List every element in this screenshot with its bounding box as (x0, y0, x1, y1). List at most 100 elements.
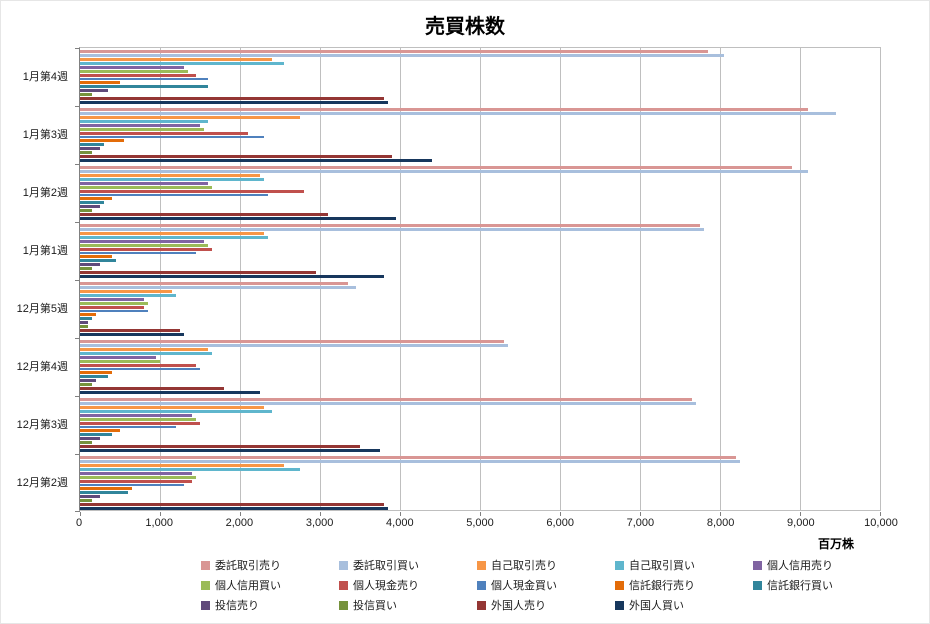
bar (80, 61, 284, 65)
bar (80, 401, 696, 405)
legend-item: 信託銀行売り (615, 577, 753, 593)
bar-group (80, 454, 880, 512)
bar (80, 227, 704, 231)
bar (80, 405, 264, 409)
y-axis-label: 12月第2週 (16, 477, 68, 489)
bar (80, 139, 124, 143)
bar (80, 449, 380, 452)
gridline (480, 48, 481, 510)
gridline (720, 48, 721, 510)
x-axis-tick (800, 512, 801, 516)
x-axis-label: 3,000 (305, 517, 334, 529)
legend-item: 委託取引買い (339, 557, 477, 573)
bar (80, 173, 260, 177)
bar (80, 456, 736, 459)
gridline (800, 48, 801, 510)
bar (80, 209, 92, 213)
bar-group (80, 48, 880, 106)
bar (80, 217, 396, 220)
bar (80, 213, 328, 217)
gridline (560, 48, 561, 510)
x-axis-label: 8,000 (706, 517, 735, 529)
bar (80, 371, 112, 375)
legend-item: 投信売り (201, 597, 339, 613)
bar (80, 459, 740, 463)
x-axis-tick (480, 512, 481, 516)
bar (80, 425, 176, 429)
bar (80, 499, 92, 503)
legend-swatch (339, 580, 348, 590)
y-axis-tick (75, 164, 80, 165)
legend-label: 委託取引買い (353, 560, 419, 572)
bar (80, 387, 224, 391)
bar (80, 471, 192, 475)
bar (80, 285, 356, 289)
bar (80, 108, 808, 111)
legend-label: 信託銀行売り (629, 580, 695, 592)
bar (80, 267, 92, 271)
x-axis-tick (560, 512, 561, 516)
y-axis-tick (75, 106, 80, 107)
x-axis-tick (640, 512, 641, 516)
bar (80, 81, 120, 85)
chart-title: 売買株数 (425, 16, 505, 38)
bar (80, 119, 208, 123)
bar (80, 313, 96, 317)
bar (80, 251, 196, 255)
bar (80, 329, 180, 333)
bar (80, 355, 156, 359)
x-axis-label: 9,000 (787, 517, 815, 529)
bar (80, 495, 100, 499)
legend-swatch (753, 580, 762, 590)
legend-swatch (201, 600, 210, 610)
bar (80, 487, 132, 491)
legend-swatch (339, 560, 348, 570)
legend-label: 自己取引売り (491, 560, 557, 572)
bar (80, 50, 708, 53)
bar (80, 69, 188, 73)
bar (80, 379, 96, 383)
x-axis-tick (240, 512, 241, 516)
y-axis-tick (75, 222, 80, 223)
y-axis-tick (75, 280, 80, 281)
x-axis-label: 1,000 (145, 517, 173, 529)
bar (80, 135, 264, 139)
legend-item: 外国人売り (477, 597, 615, 613)
y-axis-label: 12月第3週 (16, 419, 68, 431)
bar-group (80, 280, 880, 338)
bar (80, 367, 200, 371)
x-axis-unit: 百万株 (817, 537, 854, 551)
bar (80, 491, 128, 495)
bar (80, 441, 92, 445)
bar (80, 205, 100, 209)
bar (80, 224, 700, 227)
bar (80, 445, 360, 449)
bar (80, 417, 196, 421)
legend-swatch (477, 560, 486, 570)
bar (80, 333, 184, 336)
bar (80, 247, 212, 251)
bar (80, 85, 208, 89)
bar (80, 111, 836, 115)
x-axis-label: 2,000 (225, 517, 254, 529)
bar (80, 289, 172, 293)
x-axis-label: 5,000 (466, 517, 494, 529)
bar (80, 89, 108, 93)
legend-item: 個人現金売り (339, 577, 477, 593)
y-axis-tick (75, 511, 80, 512)
y-axis-label: 1月第3週 (22, 129, 68, 141)
legend: 委託取引売り 委託取引買い 自己取引売り 自己取引買い 個人信用売り 個人信用買い 個人現金… (201, 557, 891, 613)
y-axis-tick (75, 454, 80, 455)
bar-group (80, 222, 880, 280)
bar (80, 421, 200, 425)
gridline (320, 48, 321, 510)
y-axis-labels: 1月第4週 1月第3週 1月第2週 1月第1週 12月第5週 12月第4週 12月第3週 12… (1, 47, 75, 511)
legend-label: 投信売り (215, 600, 259, 612)
legend-item: 委託取引売り (201, 557, 339, 573)
gridline (880, 48, 881, 510)
bar (80, 123, 200, 127)
bar (80, 475, 196, 479)
bar (80, 343, 508, 347)
bar-group (80, 106, 880, 164)
